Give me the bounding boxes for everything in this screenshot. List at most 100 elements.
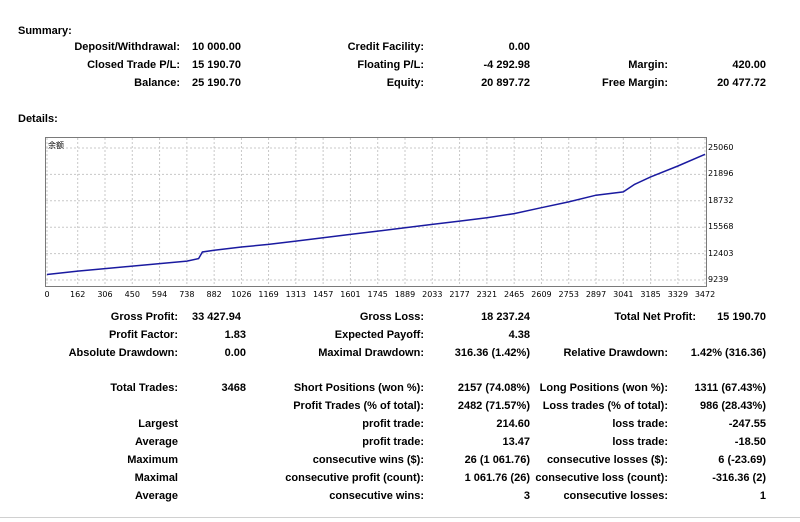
gross-loss-value: 18 237.24 — [481, 311, 530, 323]
x-tick-label: 1889 — [394, 290, 416, 299]
x-tick-label: 3472 — [694, 290, 716, 299]
total-net-value: 15 190.70 — [717, 311, 766, 323]
summary-title: Summary: — [18, 25, 72, 37]
x-tick-label: 2033 — [422, 290, 443, 299]
max-cons-wins-label: consecutive wins ($): — [312, 454, 424, 466]
margin-label: Margin: — [628, 59, 668, 71]
largest-profit-label: profit trade: — [362, 418, 424, 430]
credit-label: Credit Facility: — [347, 41, 424, 53]
avg-cons-losses-value: 1 — [759, 490, 766, 502]
balance-chart — [45, 137, 707, 287]
avg-cons-wins-label: consecutive wins: — [329, 490, 424, 502]
x-tick-label: 2753 — [558, 290, 579, 299]
x-tick-label: 2177 — [449, 290, 470, 299]
average-loss-label: loss trade: — [612, 436, 668, 448]
x-tick-label: 594 — [151, 290, 168, 299]
max-cons-losses-label: consecutive losses ($): — [546, 454, 668, 466]
balance-value: 25 190.70 — [192, 77, 241, 89]
chart-legend: 余额 — [48, 141, 64, 150]
max-cons-wins-value: 26 (1 061.76) — [464, 454, 530, 466]
expected-payoff-value: 4.38 — [508, 329, 530, 341]
x-tick-label: 1745 — [367, 290, 388, 299]
equity-label: Equity: — [386, 77, 424, 89]
x-tick-label: 738 — [179, 290, 195, 299]
free-margin-label: Free Margin: — [601, 77, 668, 89]
short-positions-value: 2157 (74.08%) — [457, 382, 530, 394]
balance-line — [46, 153, 706, 276]
x-tick-label: 1601 — [340, 290, 361, 299]
credit-value: 0.00 — [508, 41, 530, 53]
maximal-label: Maximal — [134, 472, 178, 484]
maximal-profit-value: 1 061.76 (26) — [464, 472, 530, 484]
average-profit-label: profit trade: — [362, 436, 424, 448]
rel-drawdown-label: Relative Drawdown: — [563, 347, 668, 359]
x-tick-label: 450 — [124, 290, 140, 299]
avg-cons-losses-label: consecutive losses: — [563, 490, 668, 502]
profit-trades-value: 2482 (71.57%) — [457, 400, 530, 412]
x-tick-label: 1026 — [231, 290, 252, 299]
expected-payoff-label: Expected Payoff: — [334, 329, 424, 341]
maximal-profit-label: consecutive profit (count): — [285, 472, 424, 484]
x-tick-label: 2465 — [503, 290, 525, 299]
x-tick-label: 2897 — [585, 290, 607, 299]
deposit-value: 10 000.00 — [192, 41, 241, 53]
maximal-loss-label: consecutive loss (count): — [535, 472, 668, 484]
gross-loss-label: Gross Loss: — [359, 311, 424, 323]
y-tick-label: 9239 — [708, 275, 729, 284]
x-tick-label: 306 — [97, 290, 113, 299]
total-trades-value: 3468 — [221, 382, 246, 394]
average2-label: Average — [134, 490, 178, 502]
gross-profit-value: 33 427.94 — [192, 311, 241, 323]
x-tick-label: 882 — [206, 290, 222, 299]
y-tick-label: 18732 — [708, 195, 734, 205]
largest-loss-value: -247.55 — [728, 418, 766, 430]
loss-trades-label: Loss trades (% of total): — [542, 400, 668, 412]
y-tick-label: 12403 — [708, 248, 734, 258]
x-tick-label: 162 — [70, 290, 86, 299]
long-positions-value: 1311 (67.43%) — [694, 382, 766, 394]
profit-trades-label: Profit Trades (% of total): — [293, 400, 424, 412]
average-label: Average — [134, 436, 178, 448]
rel-drawdown-value: 1.42% (316.36) — [690, 347, 766, 359]
floating-label: Floating P/L: — [357, 59, 424, 71]
largest-label: Largest — [138, 418, 178, 430]
abs-drawdown-value: 0.00 — [224, 347, 246, 359]
avg-cons-wins-value: 3 — [523, 490, 530, 502]
total-trades-label: Total Trades: — [110, 382, 178, 394]
y-tick-label: 15568 — [708, 222, 734, 232]
largest-profit-value: 214.60 — [496, 418, 530, 430]
x-tick-label: 2609 — [531, 290, 552, 299]
x-tick-label: 3185 — [640, 290, 661, 299]
long-positions-label: Long Positions (won %): — [539, 382, 668, 394]
loss-trades-value: 986 (28.43%) — [699, 400, 766, 412]
details-title: Details: — [18, 113, 58, 125]
short-positions-label: Short Positions (won %): — [293, 382, 424, 394]
x-tick-label: 0 — [44, 290, 50, 299]
free-margin-value: 20 477.72 — [717, 77, 766, 89]
x-tick-label: 1313 — [285, 290, 307, 299]
abs-drawdown-label: Absolute Drawdown: — [68, 347, 178, 359]
profit-factor-value: 1.83 — [224, 329, 246, 341]
bottom-divider — [0, 517, 800, 518]
y-tick-label: 21896 — [708, 169, 734, 179]
equity-value: 20 897.72 — [481, 77, 530, 89]
closed-value: 15 190.70 — [192, 59, 241, 71]
gross-profit-label: Gross Profit: — [110, 311, 178, 323]
deposit-label: Deposit/Withdrawal: — [74, 41, 180, 53]
max-drawdown-value: 316.36 (1.42%) — [454, 347, 530, 359]
total-net-label: Total Net Profit: — [614, 311, 696, 323]
max-cons-losses-value: 6 (-23.69) — [718, 454, 766, 466]
x-tick-label: 2321 — [476, 290, 498, 299]
x-tick-label: 1169 — [258, 290, 279, 299]
maximum-label: Maximum — [127, 454, 178, 466]
x-tick-label: 1457 — [312, 290, 334, 299]
profit-factor-label: Profit Factor: — [108, 329, 178, 341]
max-drawdown-label: Maximal Drawdown: — [318, 347, 424, 359]
floating-value: -4 292.98 — [483, 59, 530, 71]
balance-label: Balance: — [134, 77, 180, 89]
average-profit-value: 13.47 — [502, 436, 530, 448]
maximal-loss-value: -316.36 (2) — [712, 472, 766, 484]
margin-value: 420.00 — [732, 59, 766, 71]
closed-label: Closed Trade P/L: — [87, 59, 180, 71]
x-tick-label: 3041 — [613, 290, 634, 299]
